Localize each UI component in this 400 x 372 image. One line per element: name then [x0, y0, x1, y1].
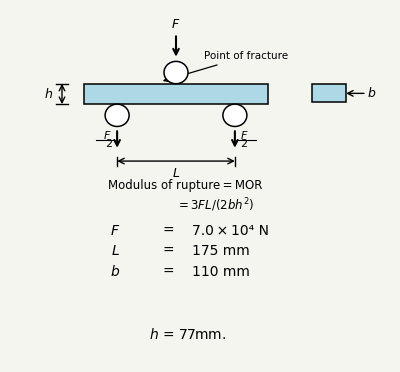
Text: $b$: $b$ [110, 264, 120, 279]
Text: 2: 2 [105, 140, 112, 149]
Text: 7.0 × 10⁴ N: 7.0 × 10⁴ N [192, 224, 269, 238]
Bar [312, 84, 346, 102]
Text: =: = [162, 244, 174, 258]
Bar [84, 84, 268, 104]
Text: 2: 2 [240, 140, 247, 149]
Text: $h$: $h$ [44, 87, 53, 101]
Text: $F$: $F$ [103, 129, 112, 141]
Text: $F$: $F$ [240, 129, 249, 141]
Text: $F$: $F$ [171, 17, 181, 31]
Text: =: = [162, 224, 174, 238]
Text: $L$: $L$ [172, 167, 180, 180]
Text: $F$: $F$ [110, 224, 120, 238]
Text: 175 mm: 175 mm [192, 244, 250, 258]
Text: =: = [162, 264, 174, 279]
Text: Point of fracture: Point of fracture [164, 51, 288, 81]
Circle shape [105, 104, 129, 126]
Text: $b$: $b$ [367, 86, 376, 100]
Text: $L$: $L$ [111, 244, 120, 258]
Text: 110 mm: 110 mm [192, 264, 250, 279]
Circle shape [164, 61, 188, 84]
Text: $=3FL/(2bh^2)$: $=3FL/(2bh^2)$ [176, 196, 254, 214]
Text: $h$ = 77mm.: $h$ = 77mm. [149, 327, 227, 342]
Circle shape [223, 104, 247, 126]
Text: Modulus of rupture = MOR: Modulus of rupture = MOR [108, 179, 262, 192]
